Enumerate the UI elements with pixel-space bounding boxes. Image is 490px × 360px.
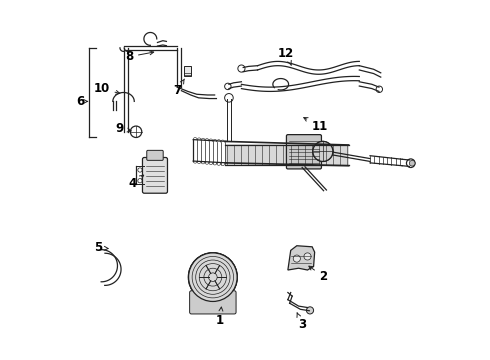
Text: 2: 2: [309, 266, 328, 283]
FancyBboxPatch shape: [190, 291, 236, 314]
Circle shape: [189, 253, 237, 301]
Text: 1: 1: [216, 307, 224, 327]
Polygon shape: [288, 246, 315, 270]
Text: 9: 9: [115, 122, 131, 135]
Circle shape: [304, 253, 311, 260]
Text: 5: 5: [94, 241, 108, 255]
FancyBboxPatch shape: [287, 135, 321, 169]
Circle shape: [313, 141, 333, 161]
Ellipse shape: [198, 256, 234, 298]
Bar: [184, 66, 191, 76]
Circle shape: [306, 307, 314, 314]
Circle shape: [293, 255, 300, 262]
Bar: [225, 144, 348, 166]
Text: 4: 4: [128, 175, 144, 190]
Text: 7: 7: [173, 79, 184, 97]
Text: 12: 12: [278, 47, 294, 65]
Text: 11: 11: [304, 118, 328, 133]
FancyBboxPatch shape: [147, 150, 163, 160]
Text: 6: 6: [76, 95, 88, 108]
Text: 3: 3: [297, 313, 306, 331]
Text: 8: 8: [125, 50, 154, 63]
Text: 10: 10: [93, 82, 120, 95]
FancyBboxPatch shape: [143, 157, 168, 193]
Circle shape: [189, 253, 237, 301]
Circle shape: [409, 160, 415, 166]
